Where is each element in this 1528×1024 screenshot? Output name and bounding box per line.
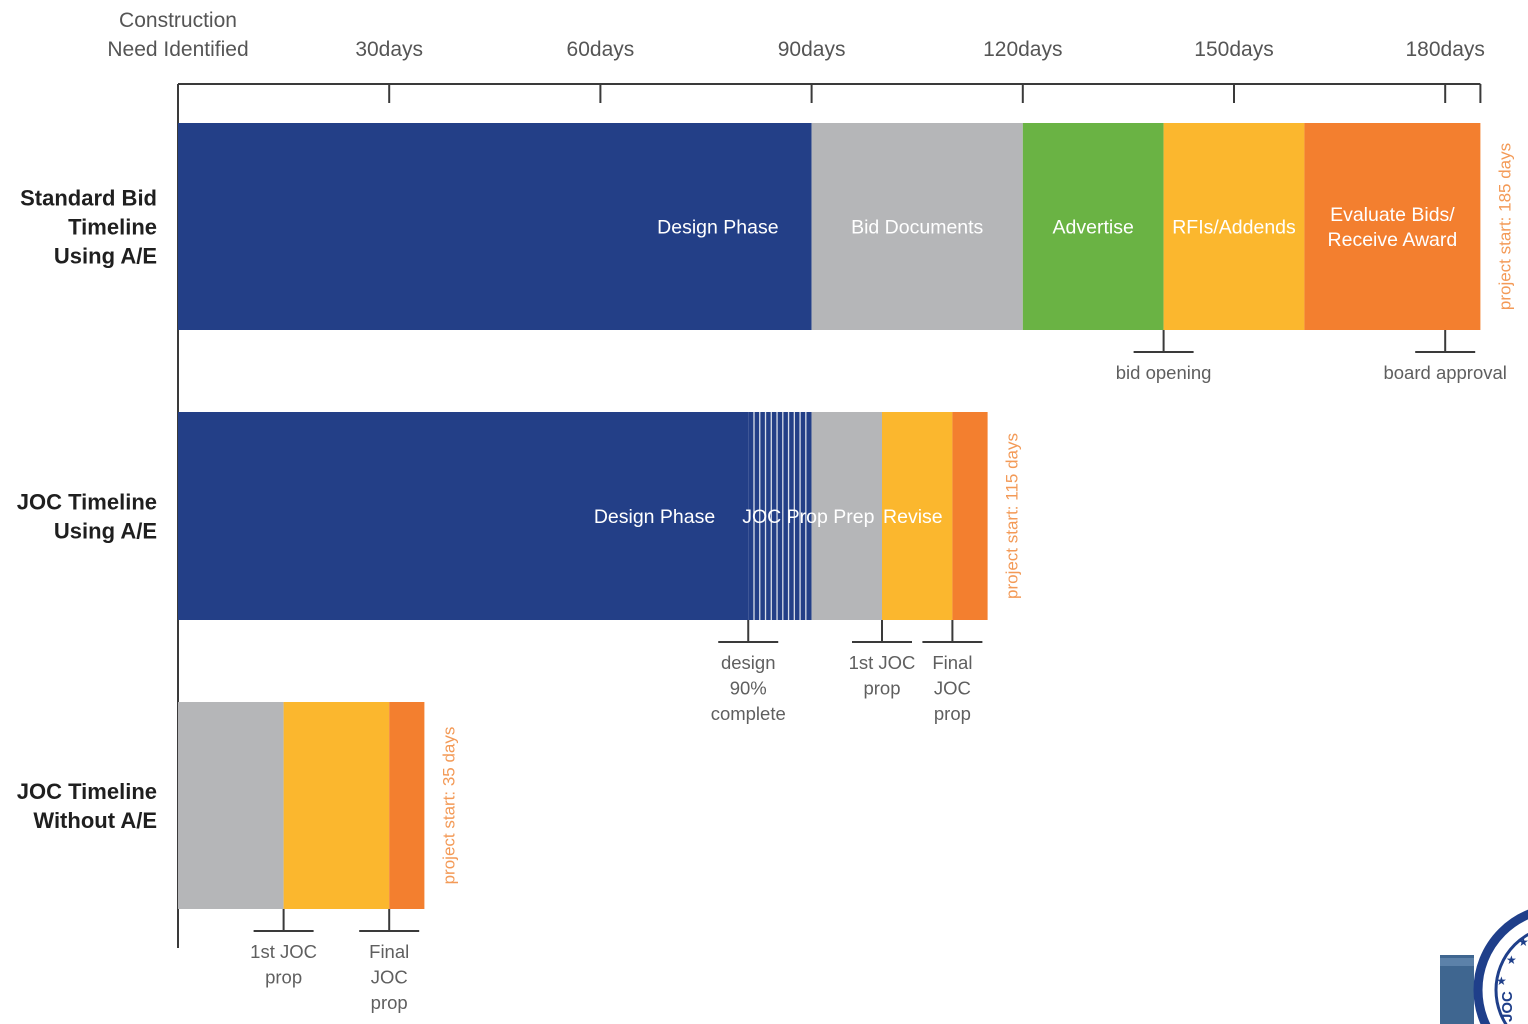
logo-banner-shape xyxy=(1440,955,1474,1024)
time-axis: Construction Need Identified 30days 60days 9… xyxy=(107,9,1485,948)
row-label: Standard Bid Timeline Using A/E xyxy=(20,186,157,269)
milestone-label: 1st JOC prop xyxy=(849,652,916,699)
segment-label: RFIs/Addends xyxy=(1172,217,1296,239)
tick-label: 150days xyxy=(1194,38,1273,61)
bar-segment xyxy=(811,123,1023,330)
overlay-label: Revise xyxy=(883,506,943,528)
milestone-label: board approval xyxy=(1383,362,1506,383)
segment-label: Bid Documents xyxy=(851,217,983,239)
logo-seal-inner xyxy=(1494,932,1528,1024)
logo-star: ★ xyxy=(1518,935,1528,949)
tick-label: 120days xyxy=(983,38,1062,61)
bar-segment xyxy=(952,412,988,620)
tick-label: Construction Need Identified xyxy=(107,9,248,61)
timeline-row: JOC Timeline Without A/E project start: 35… xyxy=(17,702,458,1013)
segment-label: Design Phase xyxy=(594,506,715,528)
tick-label: 30days xyxy=(355,38,423,61)
bar-segment xyxy=(1022,123,1164,330)
milestone-label: 1st JOC prop xyxy=(250,941,317,988)
bar-segment xyxy=(178,412,749,620)
bar-segment xyxy=(811,412,882,620)
tick-label: 60days xyxy=(567,38,635,61)
row-label: JOC Timeline Without A/E xyxy=(17,779,157,833)
logo-star: ★ xyxy=(1496,974,1507,988)
bar-segment xyxy=(1163,123,1305,330)
milestone-label: Final JOC prop xyxy=(932,652,972,724)
timeline-rows: Standard Bid Timeline Using A/E Design Phas… xyxy=(17,123,1514,1013)
segment-label: Evaluate Bids/Receive Award xyxy=(1328,204,1458,251)
project-start-label: project start: 185 days xyxy=(1495,143,1514,310)
bar-segment xyxy=(283,702,390,909)
bar-segment xyxy=(178,702,284,909)
row-label: JOC Timeline Using A/E xyxy=(17,490,157,544)
bar-segment xyxy=(389,702,425,909)
logo-star: ★ xyxy=(1506,953,1517,967)
bar-segment xyxy=(882,412,953,620)
timeline-row: JOC Timeline Using A/E Design Phase JOC Pro… xyxy=(17,412,1022,724)
timeline-row: Standard Bid Timeline Using A/E Design Phas… xyxy=(20,123,1514,383)
tick-label: 90days xyxy=(778,38,846,61)
project-start-label: project start: 35 days xyxy=(439,727,458,885)
segment-label: Advertise xyxy=(1053,217,1134,239)
overlay-label: JOC Prop Prep xyxy=(742,506,874,528)
project-start-label: project start: 115 days xyxy=(1003,433,1022,599)
segment-label: Design Phase xyxy=(657,217,778,239)
logo-text: JOC xyxy=(1499,991,1516,1022)
milestone-label: design 90% complete xyxy=(711,652,786,724)
logo-seal-outer xyxy=(1473,909,1528,1024)
milestone-label: Final JOC prop xyxy=(369,941,409,1013)
joc-logo: ★ ★ ★ JOC xyxy=(1440,909,1528,1024)
milestone-label: bid opening xyxy=(1116,362,1212,383)
logo-banner-highlight xyxy=(1440,958,1474,966)
bar-segment xyxy=(178,123,812,330)
bar-segment xyxy=(748,412,812,620)
bar-segment xyxy=(1304,123,1481,330)
tick-label: 180days xyxy=(1405,38,1484,61)
